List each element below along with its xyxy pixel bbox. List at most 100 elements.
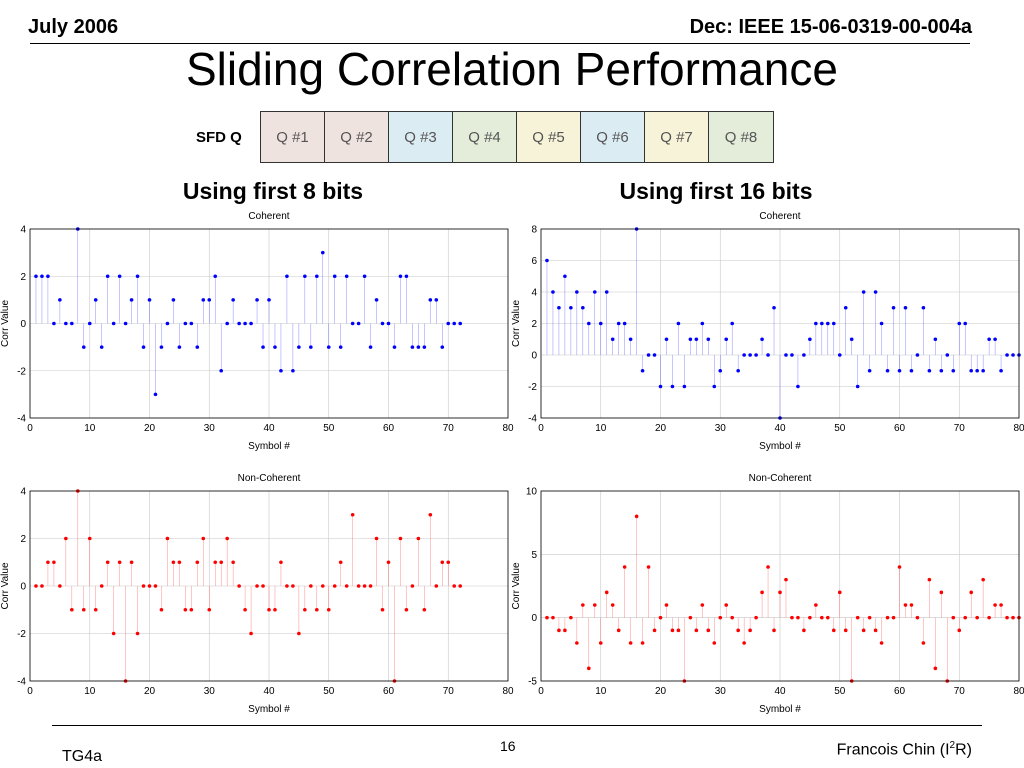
data-point xyxy=(598,321,603,326)
header-date: July 2006 xyxy=(28,16,119,38)
y-tick-label: 10 xyxy=(526,487,538,498)
data-point xyxy=(386,321,391,326)
data-point xyxy=(171,298,176,302)
data-point xyxy=(790,615,794,620)
data-point xyxy=(410,345,415,349)
x-tick-label: 20 xyxy=(655,686,667,697)
x-tick-label: 10 xyxy=(595,686,607,697)
data-point xyxy=(111,631,116,636)
data-point xyxy=(225,536,229,541)
data-point xyxy=(153,584,158,588)
data-point xyxy=(700,321,705,326)
data-point xyxy=(957,628,962,633)
data-point xyxy=(147,584,152,588)
data-point xyxy=(652,628,657,633)
data-point xyxy=(802,628,806,633)
data-point xyxy=(422,607,427,612)
data-point xyxy=(1017,353,1021,357)
x-tick-label: 0 xyxy=(538,423,544,434)
x-tick-label: 10 xyxy=(595,423,607,434)
data-point xyxy=(658,615,663,620)
data-point xyxy=(392,345,397,349)
data-point xyxy=(458,584,463,588)
data-point xyxy=(129,298,134,302)
data-point xyxy=(664,337,669,342)
x-tick-label: 10 xyxy=(84,423,96,434)
data-point xyxy=(646,565,651,569)
data-point xyxy=(921,305,926,310)
data-point xyxy=(676,628,681,633)
data-point xyxy=(831,628,836,633)
x-tick-label: 30 xyxy=(715,686,727,697)
data-point xyxy=(796,384,800,389)
data-point xyxy=(909,603,914,607)
x-tick-label: 70 xyxy=(954,423,966,434)
data-point xyxy=(682,384,687,389)
sfd-box: Q #1 xyxy=(261,112,325,162)
data-point xyxy=(356,321,361,326)
data-point xyxy=(165,536,170,541)
data-point xyxy=(963,321,968,326)
data-point xyxy=(297,345,301,349)
data-point xyxy=(790,353,794,357)
y-tick-label: 5 xyxy=(531,550,537,561)
data-point xyxy=(843,305,848,310)
data-point xyxy=(981,368,985,373)
data-point xyxy=(237,584,241,588)
data-point xyxy=(315,607,319,612)
data-point xyxy=(207,607,212,612)
data-point xyxy=(587,321,591,326)
data-point xyxy=(243,321,247,326)
x-tick-label: 40 xyxy=(774,686,786,697)
data-point xyxy=(350,512,355,517)
x-tick-label: 40 xyxy=(263,423,275,434)
data-point xyxy=(267,607,271,612)
data-point xyxy=(261,584,265,588)
data-point xyxy=(249,631,253,636)
column-title-8-bits: Using first 8 bits xyxy=(182,178,364,204)
data-point xyxy=(933,666,938,671)
data-point xyxy=(189,607,194,612)
data-point xyxy=(867,615,872,620)
data-point xyxy=(575,641,579,645)
data-point xyxy=(46,274,50,279)
data-point xyxy=(261,345,265,349)
y-tick-label: 0 xyxy=(20,319,26,330)
data-point xyxy=(249,321,253,326)
data-point xyxy=(46,560,50,565)
data-point xyxy=(909,368,914,373)
data-point xyxy=(724,603,729,607)
x-tick-label: 20 xyxy=(144,423,156,434)
data-point xyxy=(105,274,110,279)
x-tick-label: 70 xyxy=(443,423,455,434)
data-point xyxy=(849,679,854,683)
data-point xyxy=(760,337,764,342)
sfd-sequence: Q #1 Q #2 Q #3 Q #4 Q #5 Q #6 Q #7 Q #8 xyxy=(260,111,774,163)
data-point xyxy=(760,590,764,595)
data-point xyxy=(778,590,782,595)
data-point xyxy=(362,584,367,588)
data-point xyxy=(195,560,200,565)
data-point xyxy=(987,615,991,620)
data-point xyxy=(557,628,561,633)
x-tick-label: 50 xyxy=(323,686,335,697)
data-point xyxy=(569,615,573,620)
y-tick-label: 4 xyxy=(20,487,26,498)
data-point xyxy=(634,514,639,519)
data-point xyxy=(939,368,944,373)
data-point xyxy=(736,628,740,633)
data-point xyxy=(921,641,926,645)
data-point xyxy=(123,321,128,326)
data-point xyxy=(452,321,457,326)
data-point xyxy=(545,258,549,263)
data-point xyxy=(999,368,1003,373)
data-point xyxy=(410,584,415,588)
data-point xyxy=(34,274,38,279)
data-point xyxy=(64,321,68,326)
data-point xyxy=(195,345,200,349)
data-point xyxy=(945,679,950,683)
data-point xyxy=(117,560,122,565)
sfd-box: Q #2 xyxy=(325,112,389,162)
data-point xyxy=(428,298,433,302)
data-point xyxy=(867,368,872,373)
